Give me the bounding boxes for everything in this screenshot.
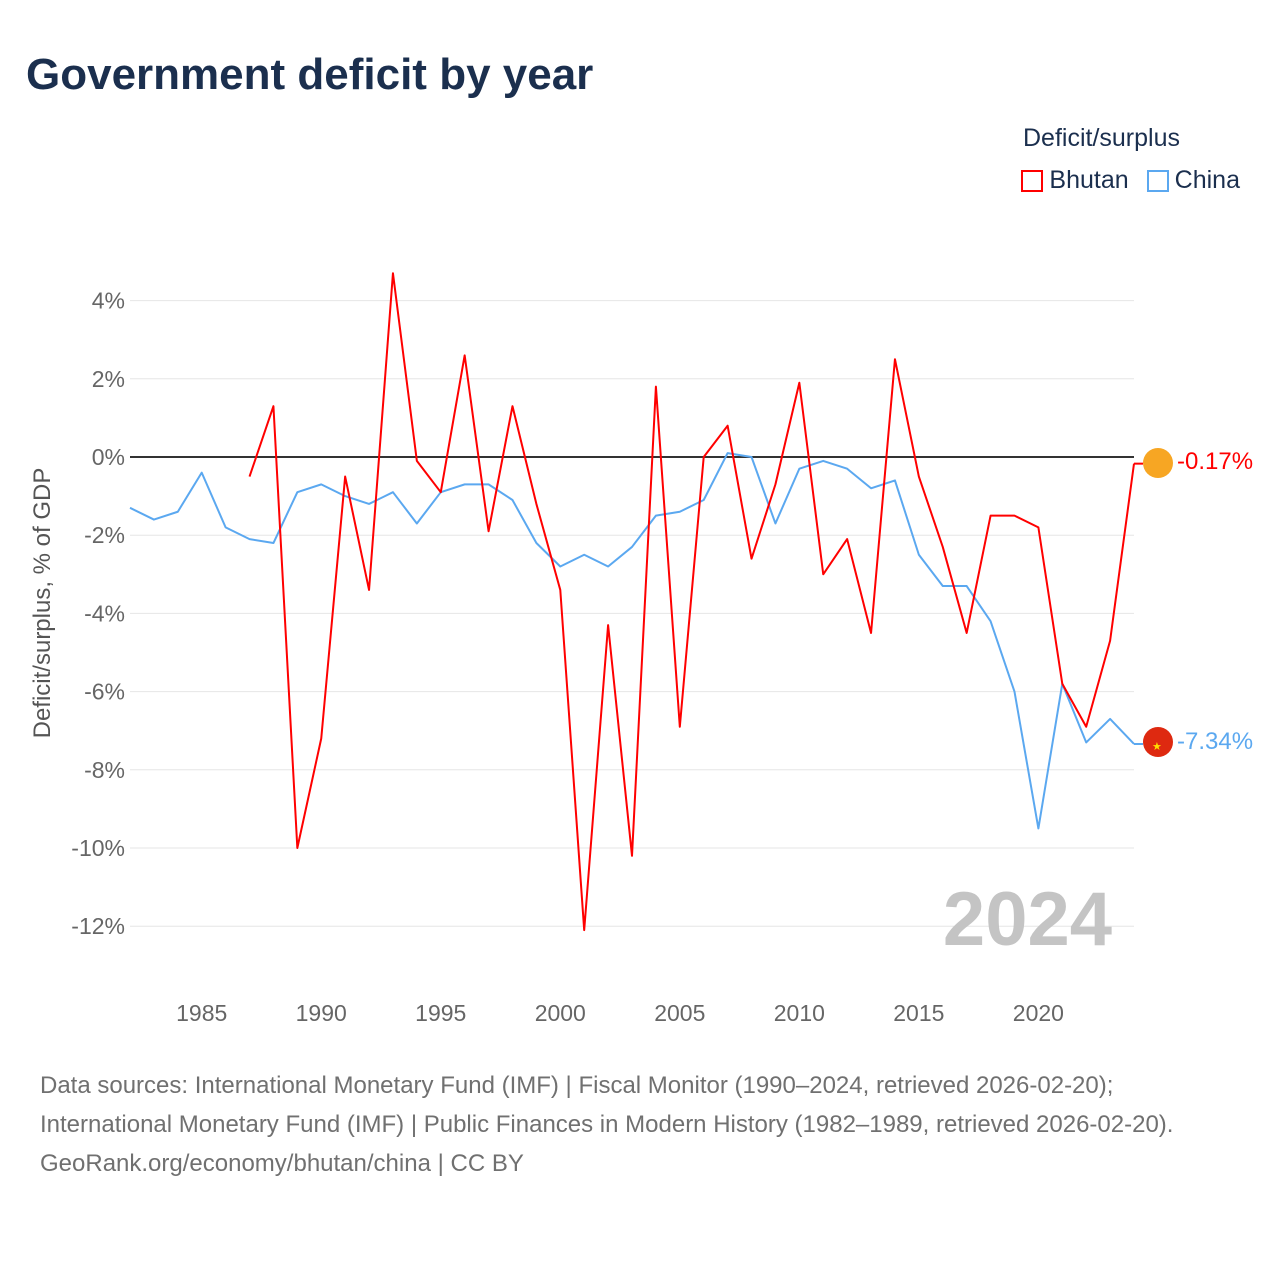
x-tick-label: 2010: [774, 1000, 825, 1026]
legend-label: Bhutan: [1049, 166, 1129, 194]
legend-item-china[interactable]: China: [1146, 166, 1240, 195]
footer: Data sources: International Monetary Fun…: [40, 1066, 1240, 1183]
credit-link[interactable]: GeoRank.org/economy/bhutan/china | CC BY: [40, 1150, 524, 1177]
legend-item-bhutan[interactable]: Bhutan: [1021, 166, 1129, 195]
x-tick-label: 2015: [893, 1000, 944, 1026]
x-tick-label: 2020: [1013, 1000, 1064, 1026]
bhutan-flag-icon: [1143, 448, 1173, 478]
legend-label: China: [1174, 166, 1240, 194]
y-tick-label: 2%: [92, 366, 125, 392]
year-watermark: 2024: [943, 877, 1112, 962]
y-tick-label: -12%: [71, 913, 125, 939]
y-tick-label: 0%: [92, 444, 125, 470]
y-axis-label: Deficit/surplus, % of GDP: [29, 468, 56, 739]
series-line-bhutan[interactable]: [248, 272, 1135, 932]
line-chart: 4% 2% 0% -2% -4% -6% -8% -10% -12% 1985 1990 1995 20…: [29, 272, 1253, 1026]
china-flag-star-icon: ★: [1152, 741, 1162, 753]
y-tick-label: -8%: [84, 757, 125, 783]
y-tick-label: 4%: [92, 288, 125, 314]
y-tick-label: -10%: [71, 835, 125, 861]
x-tick-label: 2000: [535, 1000, 586, 1026]
y-tick-label: -6%: [84, 679, 125, 705]
y-tick-label: -2%: [84, 522, 125, 548]
x-tick-label: 2005: [654, 1000, 705, 1026]
series-line-china[interactable]: [129, 452, 1135, 830]
legend: Bhutan China: [1021, 166, 1240, 195]
china-end-label: -7.34%: [1177, 728, 1253, 755]
bhutan-end-label: -0.17%: [1177, 448, 1253, 475]
x-tick-label: 1995: [415, 1000, 466, 1026]
legend-title: Deficit/surplus: [1023, 124, 1180, 152]
x-tick-label: 1985: [176, 1000, 227, 1026]
data-sources: Data sources: International Monetary Fun…: [40, 1072, 1174, 1138]
y-tick-label: -4%: [84, 600, 125, 626]
china-flag-icon: [1143, 727, 1173, 757]
x-tick-label: 1990: [296, 1000, 347, 1026]
chart-title: Government deficit by year: [26, 50, 594, 99]
legend-swatch-china: [1146, 169, 1169, 192]
legend-swatch-bhutan: [1021, 169, 1044, 192]
